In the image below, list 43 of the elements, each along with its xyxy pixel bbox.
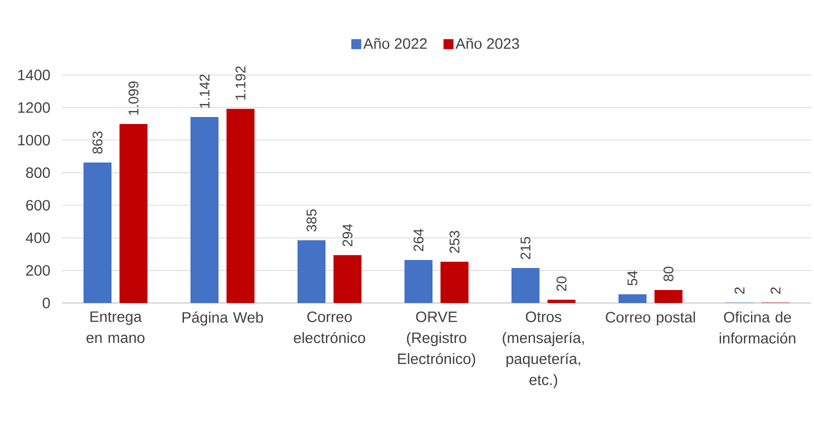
bar — [120, 124, 148, 303]
y-tick-label: 600 — [26, 200, 50, 211]
y-tick-label: 400 — [26, 232, 50, 244]
bar — [84, 162, 112, 303]
bar — [190, 117, 219, 303]
y-tick-label: 1000 — [18, 134, 50, 146]
x-tick-label: Entrega en mano — [86, 312, 144, 343]
y-tick-label: 1400 — [18, 70, 50, 80]
data-label: 385 — [306, 209, 316, 232]
bar — [334, 255, 362, 303]
data-label: 1.142 — [200, 74, 210, 108]
legend-label: Año 2023 — [456, 38, 520, 49]
data-label: 863 — [92, 132, 102, 154]
data-label: 2 — [770, 287, 780, 294]
bar — [298, 240, 326, 303]
bar — [548, 300, 576, 303]
legend-label: Año 2022 — [363, 38, 427, 49]
bar — [654, 290, 682, 303]
x-tick-label: ORVE (Registro Electrónico) — [398, 312, 476, 368]
data-label: 80 — [664, 266, 674, 282]
x-tick-label: Página Web — [182, 312, 264, 326]
y-tick-label: 0 — [42, 298, 50, 308]
data-label: 215 — [520, 237, 530, 260]
x-tick-label: Oficina de información — [720, 312, 796, 344]
data-label: 1.099 — [128, 81, 138, 115]
x-tick-label: Correo postal — [606, 312, 695, 326]
data-label: 294 — [342, 224, 352, 246]
x-tick-label: Correo electrónico — [294, 312, 366, 344]
y-tick-label: 800 — [26, 167, 50, 178]
data-label: 2 — [734, 287, 744, 294]
data-label: 264 — [414, 228, 424, 252]
bar — [618, 294, 646, 303]
bar — [512, 268, 540, 303]
data-label: 54 — [628, 270, 638, 286]
data-label: 1.192 — [236, 66, 246, 100]
y-tick-label: 200 — [26, 265, 50, 276]
bar — [440, 262, 468, 303]
data-label: 253 — [450, 230, 460, 253]
y-tick-label: 1200 — [18, 102, 50, 113]
data-label: 20 — [556, 276, 566, 291]
bar — [226, 108, 255, 303]
x-tick-label: Otros (mensajería, paquetería, etc.) — [502, 312, 584, 388]
bar — [404, 260, 432, 303]
